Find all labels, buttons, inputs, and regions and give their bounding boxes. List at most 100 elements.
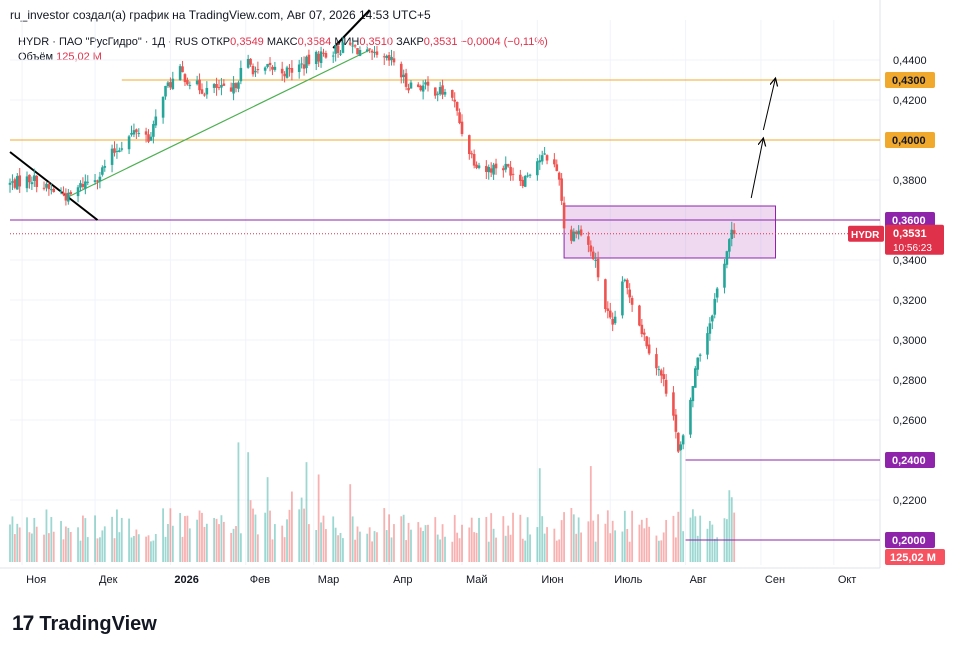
time-axis-label: Окт — [838, 574, 857, 586]
candle-body — [689, 399, 692, 435]
candle-body — [674, 414, 678, 432]
candle-body — [13, 179, 17, 188]
volume-bar — [490, 513, 493, 562]
volume-bar — [417, 522, 420, 562]
volume-bar — [526, 517, 529, 562]
candle-body — [8, 182, 12, 185]
volume-bar — [188, 528, 191, 562]
volume-bar — [507, 525, 510, 562]
candle-body — [453, 99, 457, 102]
volume-bar — [451, 541, 454, 562]
candle-body — [62, 192, 65, 195]
candle-body — [662, 374, 666, 380]
candle-body — [161, 96, 165, 118]
volume-bar — [271, 539, 274, 562]
volume-bar — [541, 516, 544, 562]
legend-symbol[interactable]: HYDR · ПАО "РусГидро" · 1Д · RUS — [18, 36, 199, 48]
candle-body — [708, 323, 712, 334]
candle-body — [103, 166, 107, 168]
candle-body — [256, 69, 260, 71]
volume-bar — [558, 539, 561, 562]
volume-bar — [439, 539, 442, 562]
candle-body — [195, 80, 199, 85]
candle-body — [132, 130, 136, 135]
volume-bar — [407, 522, 410, 562]
candle-body — [178, 66, 182, 81]
candle-body — [625, 279, 629, 289]
candle-body — [47, 184, 51, 190]
candle-body — [506, 164, 510, 167]
volume-bar — [67, 527, 70, 562]
volume-bar — [283, 537, 286, 562]
volume-bar — [543, 533, 546, 562]
volume-bar — [371, 541, 373, 562]
volume-bar — [368, 527, 371, 562]
volume-bar — [325, 529, 327, 562]
volume-bar — [502, 516, 505, 562]
volume-bar — [198, 510, 201, 562]
candle-body — [368, 48, 371, 50]
candle-body — [694, 368, 697, 388]
volume-bar — [444, 536, 446, 562]
volume-bar — [9, 524, 11, 562]
volume-bar — [393, 524, 395, 562]
candle-body — [365, 49, 369, 52]
candle-body — [655, 354, 658, 369]
time-axis-label: Фев — [250, 574, 270, 586]
volume-bar — [570, 508, 573, 562]
volume-bar — [390, 537, 393, 562]
candle-body — [375, 51, 379, 55]
time-axis-label: Дек — [99, 574, 118, 586]
volume-bar — [47, 533, 50, 562]
candle-body — [251, 66, 255, 75]
candle-body — [266, 64, 269, 67]
candle-body — [370, 50, 374, 53]
candle-body — [426, 81, 430, 86]
candle-body — [502, 168, 505, 171]
candle-body — [84, 181, 87, 189]
volume-bar — [118, 532, 121, 562]
legend-open: 0,3549 — [230, 36, 264, 48]
volume-bar — [485, 516, 488, 562]
candle-body — [351, 45, 354, 47]
legend-low: 0,3510 — [359, 36, 393, 48]
candle-body — [698, 354, 702, 356]
price-chart[interactable]: 0,4400 0,4200 0,3800 0,3400 0,3200 0,3000 0,28… — [0, 0, 961, 600]
volume-bar — [674, 537, 677, 562]
candle-body — [458, 112, 461, 124]
volume-bar — [113, 538, 116, 562]
forecast-arrow — [762, 78, 775, 131]
candle-body — [562, 202, 566, 229]
candle-body — [519, 174, 522, 181]
volume-bar — [339, 532, 342, 562]
candle-body — [86, 181, 90, 183]
volume-bar — [419, 527, 422, 562]
volume-bar — [79, 540, 82, 562]
volume-bar — [111, 516, 113, 562]
level-price-label-bg — [885, 72, 935, 88]
candle-body — [246, 58, 250, 68]
candle-body — [319, 51, 323, 64]
candle-body — [45, 183, 48, 188]
candle-body — [28, 174, 31, 183]
candle-body — [540, 155, 544, 162]
candle-body — [237, 82, 240, 89]
volume-bar — [152, 540, 155, 562]
volume-bar — [164, 536, 167, 562]
volume-bar — [252, 508, 254, 562]
volume-bar — [529, 534, 531, 562]
volume-bar — [35, 526, 38, 562]
volume-bar — [273, 524, 276, 562]
candle-body — [642, 332, 646, 335]
candle-body — [416, 84, 420, 87]
volume-bar — [587, 521, 590, 562]
candle-body — [222, 83, 226, 86]
volume-bar — [317, 474, 320, 562]
candle-body — [300, 63, 303, 65]
volume-bar — [322, 515, 325, 562]
candle-body — [657, 369, 661, 371]
trend-line — [332, 9, 371, 49]
candle-body — [25, 176, 29, 189]
candle-body — [664, 379, 668, 394]
candle-body — [587, 236, 590, 245]
